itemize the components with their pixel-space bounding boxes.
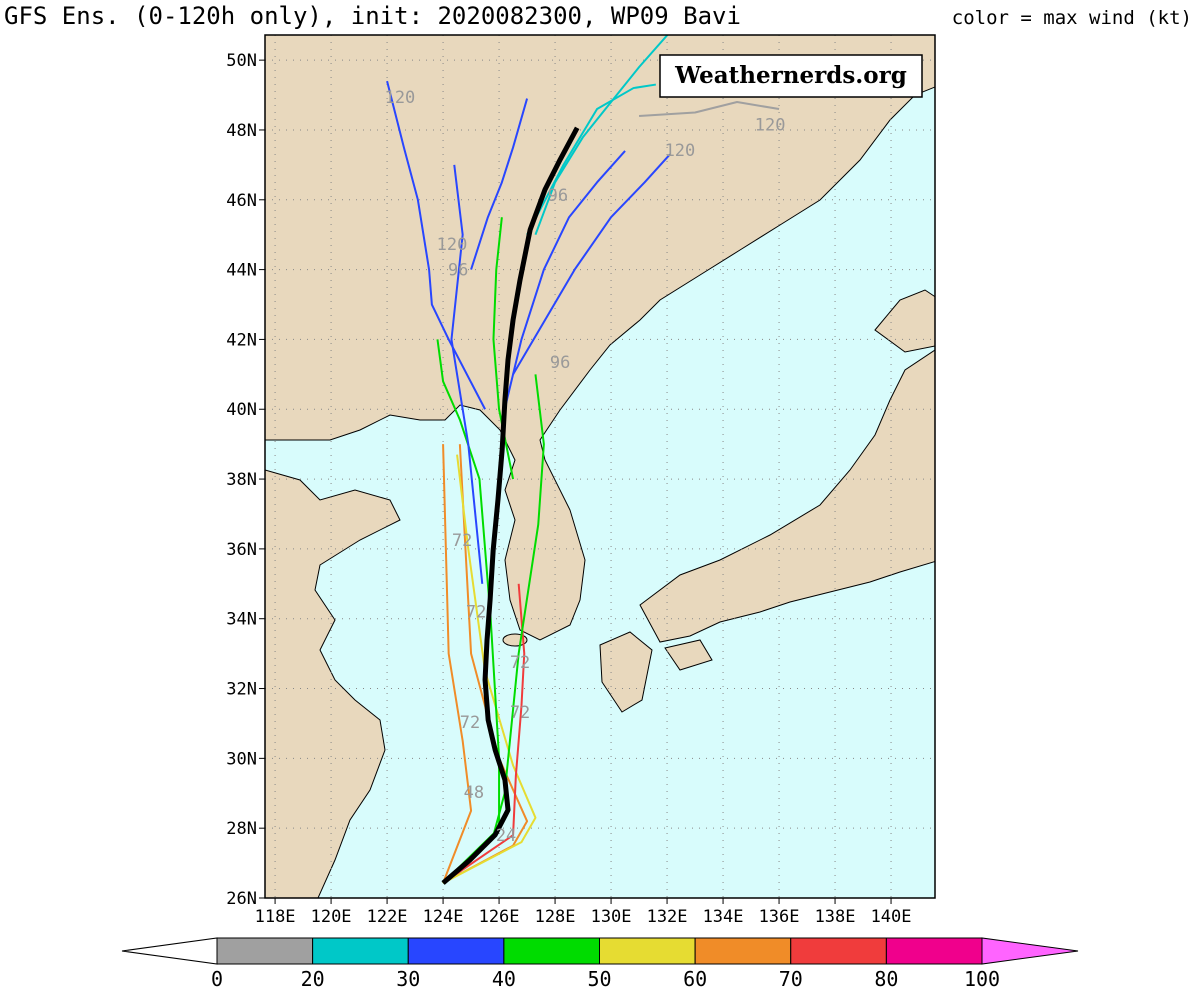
map-frame xyxy=(264,34,936,899)
colorbar-under-arrow xyxy=(121,937,218,965)
lat-tick-label: 28N xyxy=(226,819,257,839)
ensemble-track xyxy=(442,583,526,884)
ensemble-track xyxy=(638,101,780,117)
lat-tick-label: 48N xyxy=(226,121,257,141)
colorbar-over-arrow xyxy=(981,937,1079,965)
forecast-hour-label: 120 xyxy=(755,116,786,136)
ensemble-track xyxy=(442,444,473,884)
watermark: Weathernerds.org xyxy=(674,62,907,89)
colorbar-label: 60 xyxy=(683,967,707,991)
ensemble-track xyxy=(442,454,537,884)
lat-tick-label: 42N xyxy=(226,330,257,350)
basemap xyxy=(265,35,935,898)
lon-tick-label: 128E xyxy=(535,907,576,927)
colorbar-bin xyxy=(694,937,792,965)
watermark-box xyxy=(659,54,923,98)
forecast-hour-label: 96 xyxy=(550,353,570,373)
ensemble-track xyxy=(436,339,501,884)
lon-tick-label: 118E xyxy=(255,907,296,927)
forecast-hour-label: 96 xyxy=(448,261,468,281)
lat-tick-label: 46N xyxy=(226,191,257,211)
colorbar-label: 30 xyxy=(396,967,420,991)
lon-tick-label: 140E xyxy=(871,907,912,927)
forecast-hour-label: 120 xyxy=(437,235,468,255)
lat-tick-label: 38N xyxy=(226,470,257,490)
colorbar-bin xyxy=(885,937,983,965)
colorbar-label: 100 xyxy=(964,967,1000,991)
lat-tick-label: 36N xyxy=(226,540,257,560)
mean-track xyxy=(441,126,580,885)
ensemble-track xyxy=(534,35,669,236)
colorbar-bin xyxy=(790,937,887,965)
forecast-hour-label: 72 xyxy=(466,603,486,623)
colorbar-label: 70 xyxy=(779,967,803,991)
ensemble-track xyxy=(450,164,484,584)
colorbar-label: 80 xyxy=(874,967,898,991)
map-title: GFS Ens. (0-120h only), init: 2020082300… xyxy=(4,2,741,30)
ensemble-track xyxy=(470,98,529,270)
colorbar-label: 0 xyxy=(211,967,223,991)
lat-tick-label: 26N xyxy=(226,889,257,909)
lat-tick-label: 40N xyxy=(226,400,257,420)
lat-tick-label: 50N xyxy=(226,51,257,71)
forecast-hour-label: 48 xyxy=(464,783,484,803)
forecast-hour-label: 24 xyxy=(496,826,516,846)
colorbar-label: 50 xyxy=(587,967,611,991)
lon-tick-label: 124E xyxy=(423,907,464,927)
lon-tick-label: 134E xyxy=(703,907,744,927)
colorbar-bin xyxy=(503,937,600,965)
forecast-hour-label: 72 xyxy=(452,531,472,551)
lon-tick-label: 122E xyxy=(367,907,408,927)
legend-title: color = max wind (kt) xyxy=(952,7,1192,29)
forecast-hour-label: 96 xyxy=(548,186,568,206)
lon-tick-label: 138E xyxy=(815,907,856,927)
colorbar-label: 20 xyxy=(301,967,325,991)
lon-tick-label: 132E xyxy=(647,907,688,927)
colorbar-label: 40 xyxy=(492,967,516,991)
forecast-hour-label: 72 xyxy=(510,653,530,673)
lat-tick-label: 44N xyxy=(226,261,257,281)
forecast-hour-label: 72 xyxy=(510,703,530,723)
ensemble-track xyxy=(386,80,486,410)
lon-tick-label: 136E xyxy=(759,907,800,927)
lon-tick-label: 130E xyxy=(591,907,632,927)
colorbar-bin xyxy=(599,937,696,965)
lat-tick-label: 30N xyxy=(226,749,257,769)
colorbar-bin xyxy=(216,937,314,965)
lat-tick-label: 32N xyxy=(226,680,257,700)
ensemble-track xyxy=(526,83,657,236)
ensemble-track xyxy=(503,150,626,410)
lon-tick-label: 126E xyxy=(479,907,520,927)
lat-tick-label: 34N xyxy=(226,610,257,630)
ensemble-track xyxy=(512,153,671,375)
lon-tick-label: 120E xyxy=(311,907,352,927)
forecast-hour-label: 120 xyxy=(385,88,416,108)
forecast-hour-label: 72 xyxy=(460,713,480,733)
colorbar-bin xyxy=(312,937,409,965)
colorbar-bin xyxy=(407,937,505,965)
forecast-hour-label: 120 xyxy=(665,141,696,161)
